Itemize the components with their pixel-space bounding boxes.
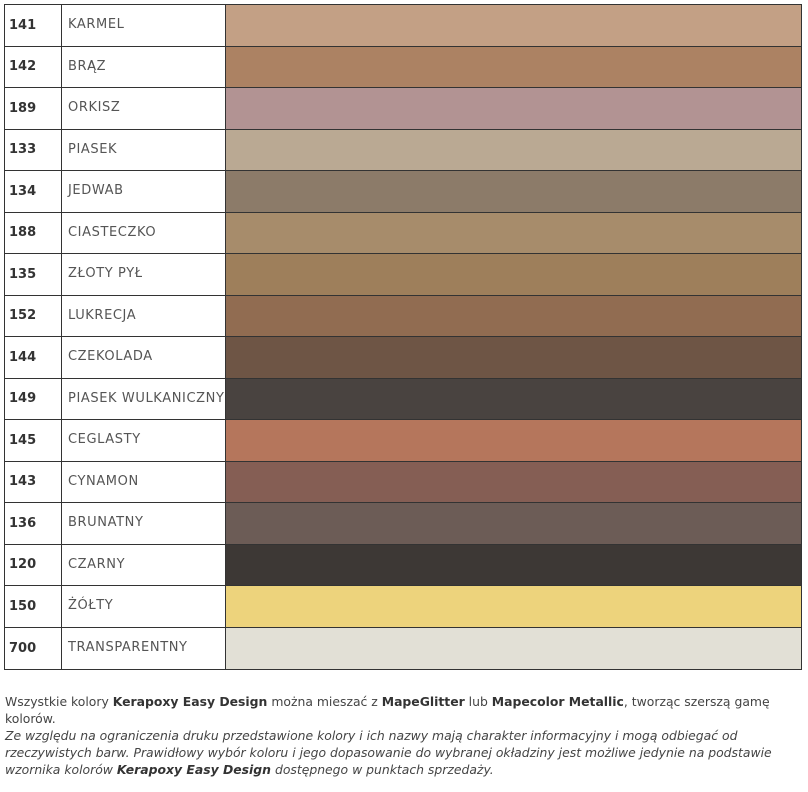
color-name: TRANSPARENTNY	[62, 627, 226, 669]
color-code: 133	[5, 129, 62, 170]
color-swatch	[226, 378, 801, 419]
color-row: 189 ORKISZ	[5, 88, 801, 130]
color-row: 134 JEDWAB	[5, 171, 801, 213]
color-name: CYNAMON	[62, 461, 226, 502]
product-name: Mapecolor Metallic	[491, 694, 624, 709]
color-name: ORKISZ	[62, 88, 226, 129]
color-code: 700	[5, 627, 62, 669]
color-swatch	[226, 544, 801, 585]
color-code: 189	[5, 88, 62, 129]
color-name: CZARNY	[62, 544, 226, 585]
product-name: Kerapoxy Easy Design	[116, 762, 272, 777]
color-swatch	[226, 254, 801, 295]
product-name: MapeGlitter	[381, 694, 465, 709]
color-row: 133 PIASEK	[5, 129, 801, 171]
color-code: 149	[5, 378, 62, 419]
note-text: lub	[464, 694, 492, 709]
color-row: 152 LUKRECJA	[5, 295, 801, 337]
color-code: 188	[5, 212, 62, 253]
color-swatch	[226, 295, 801, 336]
color-code: 135	[5, 254, 62, 295]
color-name: CZEKOLADA	[62, 337, 226, 378]
color-row: 700 TRANSPARENTNY	[5, 627, 801, 669]
color-name: ŻÓŁTY	[62, 586, 226, 627]
color-swatch	[226, 46, 801, 87]
color-row: 136 BRUNATNY	[5, 503, 801, 545]
color-row: 135 ZŁOTY PYŁ	[5, 254, 801, 296]
color-name: LUKRECJA	[62, 295, 226, 336]
color-name: PIASEK	[62, 129, 226, 170]
color-code: 143	[5, 461, 62, 502]
color-swatch	[226, 503, 801, 544]
color-swatch	[226, 171, 801, 212]
color-row: 142 BRĄZ	[5, 46, 801, 88]
color-swatch	[226, 461, 801, 502]
note-text: dostępnego w punktach sprzedaży.	[271, 762, 494, 777]
color-swatch	[226, 420, 801, 461]
mixing-note: Wszystkie kolory Kerapoxy Easy Design mo…	[5, 693, 805, 727]
color-row: 143 CYNAMON	[5, 461, 801, 503]
color-code: 141	[5, 5, 62, 46]
product-name: Kerapoxy Easy Design	[112, 694, 268, 709]
color-row: 144 CZEKOLADA	[5, 337, 801, 379]
color-name: JEDWAB	[62, 171, 226, 212]
color-code: 142	[5, 46, 62, 87]
color-name: CIASTECZKO	[62, 212, 226, 253]
color-name: PIASEK WULKANICZNY	[62, 378, 226, 419]
color-name: BRUNATNY	[62, 503, 226, 544]
note-text: Wszystkie kolory	[5, 694, 113, 709]
color-code: 120	[5, 544, 62, 585]
color-code: 145	[5, 420, 62, 461]
color-code: 150	[5, 586, 62, 627]
color-name: KARMEL	[62, 5, 226, 46]
note-text: można mieszać z	[267, 694, 382, 709]
color-swatch	[226, 88, 801, 129]
color-swatch	[226, 586, 801, 627]
note-text: Ze względu na ograniczenia druku przedst…	[5, 728, 772, 777]
color-swatch	[226, 5, 801, 46]
color-swatch	[226, 627, 801, 669]
color-code: 152	[5, 295, 62, 336]
color-name: BRĄZ	[62, 46, 226, 87]
color-code: 144	[5, 337, 62, 378]
color-row: 149 PIASEK WULKANICZNY	[5, 378, 801, 420]
color-code: 136	[5, 503, 62, 544]
color-row: 120 CZARNY	[5, 544, 801, 586]
color-swatch	[226, 212, 801, 253]
color-row: 188 CIASTECZKO	[5, 212, 801, 254]
color-row: 141 KARMEL	[5, 5, 801, 47]
color-code: 134	[5, 171, 62, 212]
color-name: ZŁOTY PYŁ	[62, 254, 226, 295]
color-row: 150 ŻÓŁTY	[5, 586, 801, 628]
disclaimer-note: Ze względu na ograniczenia druku przedst…	[5, 727, 805, 778]
color-swatch	[226, 129, 801, 170]
color-swatch	[226, 337, 801, 378]
notes: Wszystkie kolory Kerapoxy Easy Design mo…	[5, 693, 805, 778]
color-table: 141 KARMEL 142 BRĄZ 189 ORKISZ 133 PIASEK 134 JED…	[4, 4, 802, 670]
color-row: 145 CEGLASTY	[5, 420, 801, 462]
note-text: , tworząc szerszą gamę kolorów.	[5, 694, 770, 726]
color-name: CEGLASTY	[62, 420, 226, 461]
